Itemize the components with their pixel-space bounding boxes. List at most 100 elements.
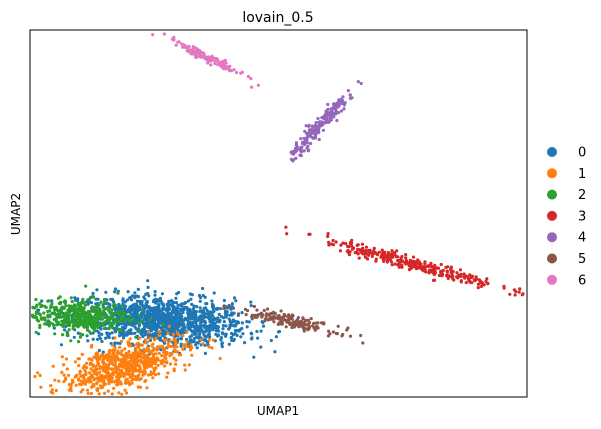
data-point [172, 323, 176, 327]
data-point [117, 351, 122, 355]
data-point [98, 311, 102, 315]
data-point [128, 353, 132, 357]
data-point [97, 331, 101, 335]
data-point [122, 336, 126, 340]
data-point [139, 377, 143, 381]
data-point [44, 305, 48, 309]
data-point [486, 282, 490, 286]
data-point [100, 314, 104, 318]
data-point [337, 98, 341, 102]
data-point [69, 339, 73, 343]
data-point [208, 323, 212, 327]
data-point [142, 317, 146, 321]
data-point [227, 342, 231, 346]
data-point [149, 370, 153, 374]
data-point [95, 381, 99, 385]
data-point [380, 248, 384, 252]
data-point [109, 358, 114, 362]
data-point [306, 149, 310, 153]
data-point [230, 302, 234, 306]
data-point [109, 361, 113, 365]
data-point [313, 125, 317, 129]
data-point [134, 346, 138, 350]
data-point [174, 358, 178, 362]
data-point [160, 292, 164, 296]
data-point [252, 355, 256, 359]
data-point [404, 256, 408, 260]
data-point [360, 251, 364, 255]
data-point [317, 137, 321, 142]
data-point [168, 329, 172, 333]
data-point [309, 141, 313, 146]
data-point [92, 329, 97, 333]
data-point [98, 384, 102, 388]
data-point [294, 156, 298, 160]
data-point [342, 107, 346, 111]
data-point [347, 251, 351, 255]
data-point [157, 303, 161, 307]
data-point [82, 364, 86, 368]
data-point [389, 260, 394, 264]
data-point [306, 322, 310, 326]
data-point [316, 116, 320, 121]
data-point [208, 315, 213, 319]
legend-marker [547, 147, 557, 157]
data-point [446, 265, 450, 269]
data-point [404, 253, 408, 257]
data-point [77, 364, 81, 368]
data-point [69, 389, 73, 393]
data-point [261, 320, 265, 325]
data-point [179, 315, 183, 320]
data-point [108, 303, 112, 307]
data-point [459, 279, 463, 283]
data-point [299, 137, 303, 141]
data-point [300, 145, 304, 149]
data-point [239, 335, 243, 339]
data-point [513, 293, 517, 297]
data-point [156, 346, 160, 350]
data-point [42, 311, 46, 315]
data-point [69, 383, 73, 387]
data-point [266, 307, 270, 311]
data-point [115, 355, 119, 360]
data-point [161, 358, 165, 363]
data-point [468, 273, 472, 277]
data-point [377, 250, 381, 254]
data-point [91, 309, 95, 313]
data-point [195, 346, 199, 350]
data-point [138, 336, 142, 340]
data-point [124, 351, 128, 355]
data-point [159, 348, 163, 352]
data-point [59, 323, 63, 327]
data-point [116, 382, 120, 386]
data-point [144, 341, 148, 345]
data-point [185, 305, 189, 310]
data-point [81, 314, 85, 318]
data-point [198, 296, 203, 300]
data-point [237, 312, 241, 316]
points-layer [30, 32, 525, 396]
data-point [426, 264, 431, 269]
data-point [179, 336, 183, 340]
data-point [85, 365, 89, 370]
data-point [98, 364, 102, 368]
data-point [423, 260, 427, 264]
data-point [114, 379, 119, 383]
data-point [202, 324, 206, 328]
data-point [217, 333, 221, 337]
data-point [305, 139, 309, 143]
data-point [302, 323, 306, 327]
data-point [336, 324, 340, 328]
data-point [302, 149, 306, 153]
data-point [31, 305, 35, 309]
data-point [84, 284, 88, 288]
data-point [130, 323, 134, 327]
data-point [174, 301, 179, 305]
data-point [157, 372, 161, 376]
data-point [130, 377, 135, 381]
data-point [111, 372, 115, 376]
data-point [197, 325, 201, 329]
data-point [222, 320, 226, 324]
data-point [162, 307, 166, 311]
data-point [224, 61, 228, 65]
